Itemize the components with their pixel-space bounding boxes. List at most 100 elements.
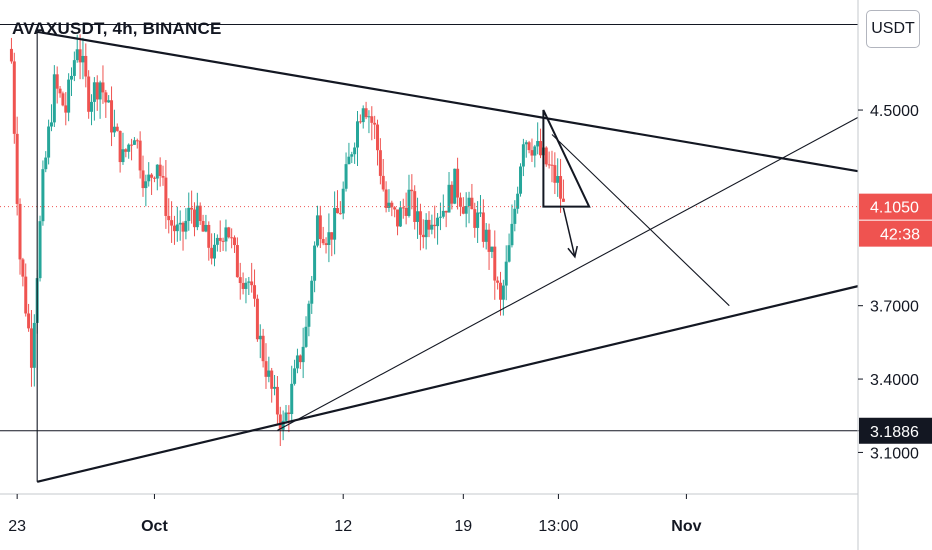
candle-body[interactable] [470, 197, 474, 210]
candle-body[interactable] [221, 240, 225, 242]
candle-body[interactable] [201, 221, 205, 232]
candle-body[interactable] [335, 208, 339, 214]
candle-body[interactable] [144, 181, 148, 189]
candle-body[interactable] [192, 209, 196, 228]
candle-body[interactable] [401, 207, 405, 209]
candle-body[interactable] [264, 361, 268, 377]
candle-body[interactable] [384, 189, 388, 208]
candle-body[interactable] [158, 164, 162, 177]
candle-body[interactable] [224, 227, 228, 242]
candle-body[interactable] [539, 141, 543, 156]
candle-body[interactable] [87, 76, 91, 112]
candle-body[interactable] [519, 166, 523, 194]
candle-body[interactable] [361, 108, 365, 123]
candle-body[interactable] [218, 237, 222, 241]
candle-body[interactable] [447, 184, 451, 213]
candle-body[interactable] [207, 224, 211, 248]
candle-body[interactable] [41, 169, 45, 222]
candle-body[interactable] [181, 222, 185, 232]
candle-body[interactable] [167, 215, 171, 221]
candle-body[interactable] [496, 280, 500, 283]
candle-body[interactable] [424, 219, 428, 238]
candle-body[interactable] [127, 144, 131, 152]
candle-body[interactable] [510, 223, 514, 246]
candle-body[interactable] [241, 283, 245, 289]
candle-body[interactable] [370, 116, 374, 123]
candle-body[interactable] [353, 147, 357, 155]
candle-body[interactable] [427, 219, 431, 230]
candle-body[interactable] [404, 207, 408, 216]
candle-body[interactable] [304, 326, 308, 347]
candle-body[interactable] [321, 239, 325, 244]
candle-body[interactable] [407, 189, 411, 216]
small-triangle-pattern[interactable] [542, 109, 591, 208]
candle-body[interactable] [29, 328, 33, 368]
candle-body[interactable] [190, 207, 194, 210]
candle-body[interactable] [184, 220, 188, 232]
candle-body[interactable] [478, 212, 482, 214]
candle-body[interactable] [561, 198, 565, 202]
candle-body[interactable] [204, 224, 208, 232]
candle-body[interactable] [250, 281, 254, 286]
candle-body[interactable] [367, 116, 371, 118]
candle-body[interactable] [487, 229, 491, 252]
candle-body[interactable] [341, 188, 345, 214]
candle-body[interactable] [333, 208, 337, 240]
candle-body[interactable] [147, 174, 151, 182]
candle-body[interactable] [244, 282, 248, 289]
candle-body[interactable] [313, 245, 317, 281]
candle-body[interactable] [458, 197, 462, 207]
candle-body[interactable] [18, 203, 22, 260]
candle-body[interactable] [295, 355, 299, 369]
candle-body[interactable] [293, 368, 297, 384]
candle-body[interactable] [421, 234, 425, 238]
candle-body[interactable] [235, 245, 239, 278]
candle-body[interactable] [101, 82, 105, 93]
candle-body[interactable] [170, 220, 174, 226]
candle-body[interactable] [55, 74, 59, 89]
candle-body[interactable] [210, 247, 214, 259]
candle-body[interactable] [464, 206, 468, 214]
trendline-target-line[interactable] [551, 134, 730, 307]
candle-body[interactable] [441, 210, 445, 217]
candle-body[interactable] [536, 141, 540, 147]
candle-body[interactable] [107, 100, 111, 103]
currency-selector[interactable]: USDT [866, 10, 920, 48]
candle-body[interactable] [315, 215, 319, 246]
candle-body[interactable] [350, 154, 354, 157]
candle-body[interactable] [261, 335, 265, 362]
candle-body[interactable] [456, 168, 460, 198]
candle-body[interactable] [476, 212, 480, 228]
candle-body[interactable] [47, 126, 51, 158]
candle-body[interactable] [298, 355, 302, 363]
candle-body[interactable] [150, 174, 154, 178]
candle-body[interactable] [344, 164, 348, 189]
candle-body[interactable] [524, 142, 528, 145]
trendline-upper-resistance[interactable] [36, 30, 859, 173]
candle-body[interactable] [516, 193, 520, 209]
candle-body[interactable] [398, 207, 402, 227]
candle-body[interactable] [135, 140, 139, 142]
candle-body[interactable] [112, 126, 116, 133]
candle-body[interactable] [52, 74, 56, 123]
candle-body[interactable] [301, 346, 305, 363]
candle-body[interactable] [416, 211, 420, 222]
candle-body[interactable] [530, 150, 534, 156]
candle-body[interactable] [347, 156, 351, 165]
candle-body[interactable] [550, 164, 554, 166]
candle-body[interactable] [227, 227, 231, 238]
candle-body[interactable] [490, 246, 494, 252]
candle-body[interactable] [307, 303, 311, 327]
candle-body[interactable] [418, 211, 422, 235]
candle-body[interactable] [78, 49, 82, 63]
candle-body[interactable] [473, 209, 477, 228]
candle-body[interactable] [281, 420, 285, 430]
candle-body[interactable] [141, 170, 145, 189]
candle-body[interactable] [450, 184, 454, 204]
candle-body[interactable] [527, 142, 531, 151]
candle-body[interactable] [318, 215, 322, 240]
candle-body[interactable] [284, 412, 288, 421]
candle-body[interactable] [175, 224, 179, 232]
candle-body[interactable] [521, 144, 525, 167]
